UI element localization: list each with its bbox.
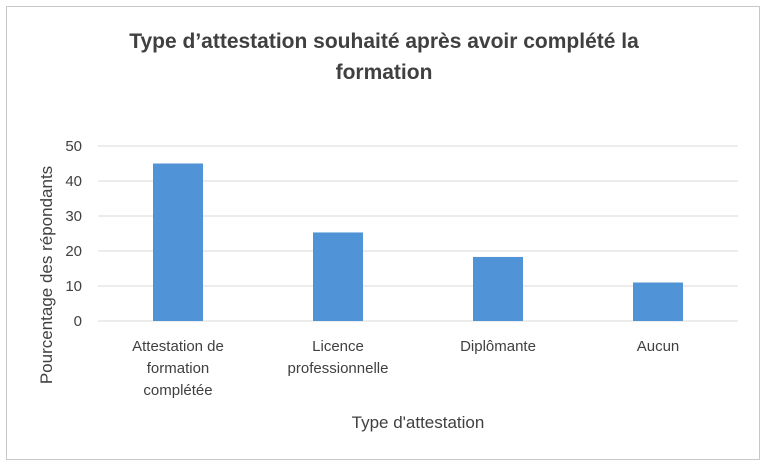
bar-3 — [473, 256, 523, 321]
y-tick-label: 30 — [65, 208, 82, 225]
x-category-labels: Attestation de formation complétée Licence p… — [132, 338, 679, 399]
chart-title-line-1: Type d’attestation souhaité après avoir … — [129, 30, 639, 53]
bar-4 — [633, 282, 683, 321]
y-tick-label: 40 — [65, 173, 82, 190]
gridlines — [98, 145, 738, 322]
chart-frame — [6, 6, 760, 460]
y-tick-label: 0 — [74, 313, 82, 330]
y-tick-labels: 0 10 20 30 40 50 — [65, 138, 82, 330]
bar-1 — [153, 163, 203, 321]
x-category-label: Licence professionnelle — [288, 338, 389, 377]
y-tick-label: 20 — [65, 243, 82, 260]
x-category-label: Attestation de formation complétée — [132, 338, 224, 399]
y-tick-label: 10 — [65, 278, 82, 295]
x-category-label: Aucun — [637, 338, 680, 355]
bars — [153, 163, 683, 321]
x-category-label: Diplômante — [460, 338, 536, 355]
bar-2 — [313, 232, 363, 321]
chart-title: Type d’attestation souhaité après avoir … — [0, 26, 768, 88]
y-tick-label: 50 — [65, 138, 82, 155]
x-axis-label: Type d'attestation — [352, 413, 485, 432]
chart-title-line-2: formation — [335, 61, 433, 84]
y-axis-label: Pourcentage des répondants — [37, 166, 56, 384]
